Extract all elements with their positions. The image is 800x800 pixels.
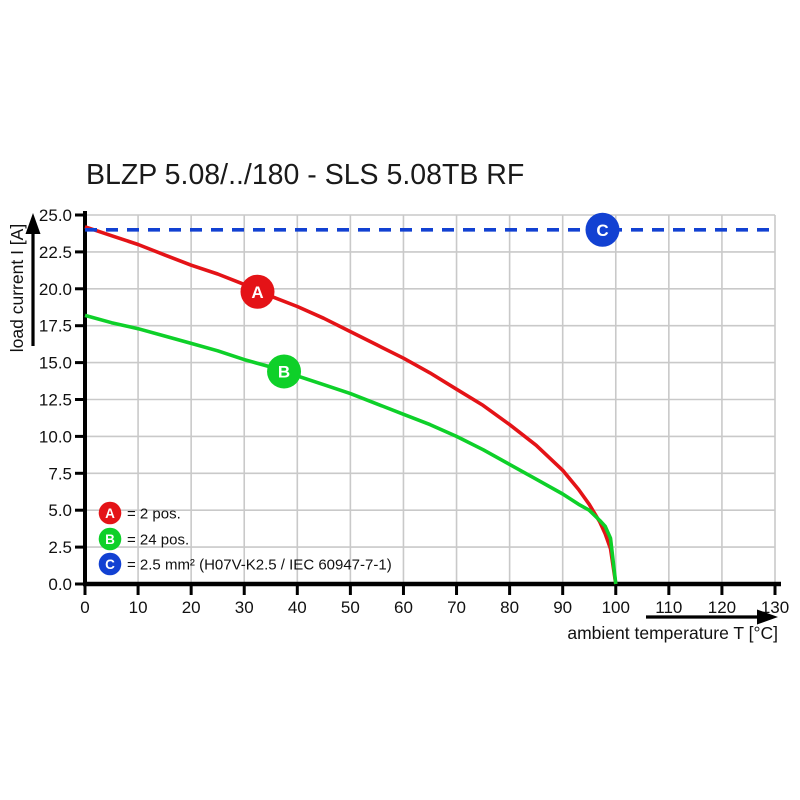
x-tick-label: 90: [553, 598, 572, 617]
y-tick-label: 0.0: [48, 575, 72, 594]
y-tick-label: 20.0: [39, 280, 72, 299]
x-tick-label: 0: [80, 598, 89, 617]
curve-marker-B: [267, 354, 302, 389]
y-tick-labels: 0.0 2.5 5.0 7.5 10.0 12.5 15.0 17.5 20.0 22.5 25.0: [39, 206, 72, 594]
axes: [75, 211, 781, 595]
legend-marker-letter: C: [105, 557, 115, 572]
legend-label: = 2.5 mm² (H07V-K2.5 / IEC 60947-7-1): [127, 556, 392, 573]
x-axis-arrow-head-icon: [757, 609, 778, 625]
y-tick-label: 10.0: [39, 427, 72, 446]
y-tick-label: 5.0: [48, 501, 72, 520]
x-tick-label: 30: [235, 598, 254, 617]
x-tick-label: 40: [288, 598, 307, 617]
y-axis-arrow-head-icon: [25, 213, 41, 234]
x-tick-label: 130: [761, 598, 789, 617]
y-tick-label: 25.0: [39, 206, 72, 225]
y-axis-title-group: load current I [A]: [7, 213, 41, 352]
x-tick-label: 50: [341, 598, 360, 617]
x-tick-label: 100: [602, 598, 630, 617]
data-series: [84, 225, 775, 585]
y-tick-label: 7.5: [48, 464, 72, 483]
curve-marker-letter: C: [596, 221, 608, 240]
y-tick-label: 22.5: [39, 243, 72, 262]
grid-lines: [85, 214, 776, 584]
curve-marker-C: [585, 212, 620, 247]
legend-marker-C: [98, 552, 122, 576]
legend-marker-letter: B: [105, 532, 115, 547]
legend: A = 2 pos. B = 24 pos. C = 2.5 mm² (H07V-K2.5…: [98, 501, 392, 576]
x-tick-label: 120: [708, 598, 736, 617]
x-tick-label: 60: [394, 598, 413, 617]
curve-marker-letter: A: [251, 283, 263, 302]
y-tick-label: 12.5: [39, 391, 72, 410]
curve-marker-letter: B: [278, 362, 290, 381]
x-tick-label: 70: [447, 598, 466, 617]
legend-label: = 2 pos.: [127, 505, 181, 522]
legend-label: = 24 pos.: [127, 531, 189, 548]
x-tick-label: 80: [500, 598, 519, 617]
y-tick-label: 17.5: [39, 317, 72, 336]
legend-marker-A: [98, 501, 122, 525]
x-tick-label: 110: [655, 598, 682, 617]
y-tick-label: 15.0: [39, 354, 72, 373]
legend-marker-letter: A: [105, 506, 115, 521]
x-axis-label: ambient temperature T [°C]: [567, 623, 778, 643]
chart-title: BLZP 5.08/../180 - SLS 5.08TB RF: [86, 159, 524, 191]
x-tick-label: 20: [182, 598, 201, 617]
series-markers: A B C: [240, 212, 620, 389]
curve-marker-A: [240, 274, 275, 309]
series-line-B: [84, 313, 618, 585]
x-axis-title-group: ambient temperature T [°C]: [567, 609, 778, 643]
x-tick-labels: 0 10 20 30 40 50 60 70 80 90 100 110 120 130: [80, 598, 789, 617]
y-tick-label: 2.5: [48, 538, 72, 557]
legend-marker-B: [98, 527, 122, 551]
series-line-A: [84, 225, 618, 585]
x-tick-label: 10: [129, 598, 148, 617]
y-axis-label: load current I [A]: [7, 224, 27, 352]
